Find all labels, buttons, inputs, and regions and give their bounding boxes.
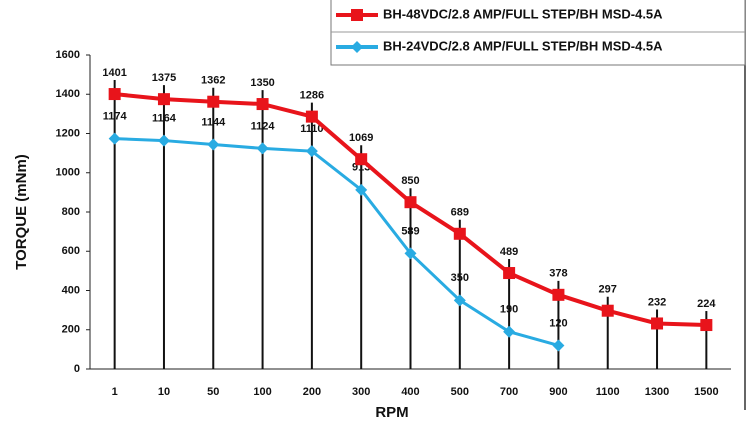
x-tick-label: 700	[500, 386, 518, 398]
point	[305, 145, 318, 158]
data-label: 850	[401, 175, 419, 187]
y-axis-title: TORQUE (mNm)	[13, 154, 30, 270]
x-tick-label: 10	[158, 386, 170, 398]
data-label: 1124	[251, 120, 276, 132]
data-label: 378	[549, 268, 567, 280]
data-label: 1375	[152, 72, 176, 84]
data-label: 1164	[152, 112, 177, 124]
point	[355, 183, 368, 196]
x-tick-label: 200	[303, 386, 321, 398]
x-tick-label: 500	[451, 386, 469, 398]
point	[157, 134, 170, 147]
y-tick-label: 200	[62, 324, 80, 336]
point	[453, 294, 466, 307]
point	[651, 317, 664, 330]
point	[404, 196, 417, 209]
data-label: 489	[500, 246, 518, 258]
data-label: 350	[451, 272, 469, 284]
x-tick-label: 400	[401, 386, 419, 398]
legend-label: BH-48VDC/2.8 AMP/FULL STEP/BH MSD-4.5A	[383, 6, 663, 21]
y-tick-label: 1400	[56, 88, 80, 100]
data-label: 1110	[300, 123, 323, 135]
data-label: 297	[599, 284, 617, 296]
data-label: 1350	[250, 77, 274, 89]
x-tick-label: 1	[112, 386, 118, 398]
y-tick-label: 1200	[56, 127, 80, 139]
y-tick-label: 800	[62, 206, 80, 218]
point	[256, 142, 269, 155]
point	[503, 267, 516, 280]
point	[351, 41, 363, 53]
point	[700, 319, 713, 332]
data-label: 232	[648, 296, 666, 308]
point	[404, 247, 417, 260]
x-tick-label: 1500	[694, 386, 718, 398]
point	[207, 95, 220, 108]
point	[305, 110, 318, 123]
point	[256, 98, 269, 111]
data-label: 1174	[103, 111, 128, 123]
y-tick-label: 1000	[56, 167, 80, 179]
x-axis-title: RPM	[375, 404, 408, 421]
point	[157, 93, 170, 106]
y-tick-label: 1600	[56, 49, 80, 61]
point	[503, 325, 516, 338]
point	[552, 339, 565, 352]
point	[108, 132, 121, 145]
y-tick-label: 600	[62, 245, 80, 257]
point	[351, 9, 363, 21]
point	[207, 138, 220, 151]
data-label: 1401	[102, 67, 126, 79]
point	[108, 88, 121, 101]
data-label: 589	[401, 225, 419, 237]
y-tick-label: 400	[62, 284, 80, 296]
data-label: 120	[549, 317, 567, 329]
data-label: 224	[697, 298, 716, 310]
point	[601, 304, 614, 317]
x-tick-label: 1300	[645, 386, 669, 398]
x-tick-label: 900	[549, 386, 567, 398]
data-label: 190	[500, 304, 518, 316]
x-tick-label: 100	[253, 386, 271, 398]
series-line	[114, 137, 559, 347]
y-tick-label: 0	[74, 363, 80, 375]
data-label: 1362	[201, 75, 225, 87]
x-tick-label: 1100	[596, 386, 620, 398]
x-tick-label: 300	[352, 386, 370, 398]
point	[453, 227, 466, 240]
legend-label: BH-24VDC/2.8 AMP/FULL STEP/BH MSD-4.5A	[383, 38, 663, 53]
data-label: 1069	[349, 132, 373, 144]
x-tick-label: 50	[207, 386, 219, 398]
point	[355, 153, 368, 166]
data-label: 1286	[300, 90, 324, 102]
point	[552, 288, 565, 301]
data-label: 1144	[201, 116, 226, 128]
data-label: 689	[451, 207, 469, 219]
